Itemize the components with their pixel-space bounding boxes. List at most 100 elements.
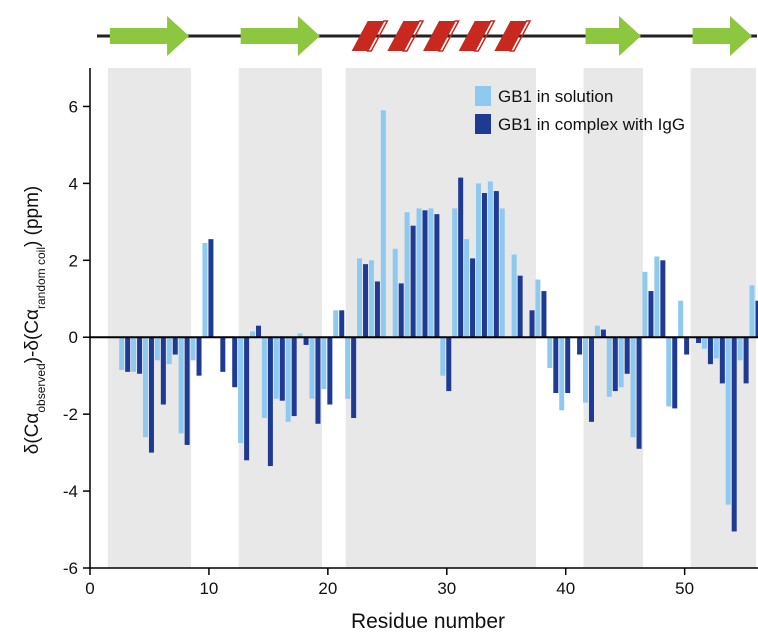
bar	[577, 337, 582, 354]
bar	[732, 337, 737, 531]
bar	[613, 337, 618, 391]
bar	[167, 337, 172, 364]
legend-swatch	[475, 114, 491, 134]
bar	[565, 337, 570, 393]
bar	[119, 337, 124, 370]
bar	[280, 337, 285, 400]
bar	[428, 208, 433, 337]
bar	[363, 264, 368, 337]
y-tick-label: -2	[63, 405, 78, 424]
bar	[417, 208, 422, 337]
bar	[708, 337, 713, 364]
bar	[535, 280, 540, 338]
bar	[434, 214, 439, 337]
bar	[666, 337, 671, 406]
bar	[339, 310, 344, 337]
y-label-part: )-δ(Cα	[22, 309, 43, 363]
bar	[601, 330, 606, 338]
bar	[631, 337, 636, 437]
bar	[268, 337, 273, 466]
bar	[500, 208, 505, 337]
bar	[393, 249, 398, 337]
bar	[512, 255, 517, 338]
bar	[179, 337, 184, 433]
bar	[256, 326, 261, 338]
bar	[357, 258, 362, 337]
bar	[327, 337, 332, 404]
helix-region	[346, 68, 536, 568]
bar	[202, 243, 207, 337]
bar	[197, 337, 202, 375]
y-label-part: observed	[34, 363, 48, 412]
bar	[470, 258, 475, 337]
bar	[482, 193, 487, 337]
strand-region	[239, 68, 322, 568]
legend-label: GB1 in complex with IgG	[498, 115, 685, 134]
bar	[423, 210, 428, 337]
bar	[589, 337, 594, 422]
x-tick-label: 0	[85, 579, 94, 598]
bar	[440, 337, 445, 375]
bar	[720, 337, 725, 383]
y-tick-label: 4	[69, 174, 78, 193]
bar	[238, 337, 243, 443]
y-label-part: random coil	[34, 247, 48, 309]
bar	[137, 337, 142, 374]
bar	[191, 337, 196, 360]
bar	[464, 239, 469, 337]
y-tick-label: -4	[63, 482, 78, 501]
bar	[738, 337, 743, 360]
bar	[714, 337, 719, 358]
bar	[315, 337, 320, 424]
bar	[476, 183, 481, 337]
bar	[750, 285, 755, 337]
bar	[619, 337, 624, 387]
bar	[488, 181, 493, 337]
bar	[595, 326, 600, 338]
x-tick-label: 40	[556, 579, 575, 598]
bar	[553, 337, 558, 393]
bar	[607, 337, 612, 397]
bar	[321, 337, 326, 389]
y-tick-label: 6	[69, 97, 78, 116]
bar	[333, 310, 338, 337]
bar	[161, 337, 166, 404]
bar	[637, 337, 642, 449]
bar	[411, 226, 416, 338]
strand-arrow	[693, 16, 752, 56]
bar	[654, 256, 659, 337]
bar	[726, 337, 731, 504]
bar	[446, 337, 451, 391]
strand-region	[584, 68, 643, 568]
y-label-part: ) (ppm)	[22, 186, 43, 247]
y-axis-label: δ(Cαobserved)-δ(Cαrandom coil) (ppm)	[22, 186, 48, 455]
bar	[399, 283, 404, 337]
bar	[244, 337, 249, 460]
bar	[143, 337, 148, 437]
x-tick-label: 50	[675, 579, 694, 598]
bar	[345, 337, 350, 399]
bar	[744, 337, 749, 383]
bar	[648, 291, 653, 337]
bar	[125, 337, 130, 372]
bar	[304, 337, 309, 345]
bar	[286, 337, 291, 422]
strand-arrow	[241, 16, 320, 56]
legend-swatch	[475, 86, 491, 106]
bar	[530, 310, 535, 337]
bar	[583, 337, 588, 402]
bar	[405, 212, 410, 337]
bar	[642, 272, 647, 337]
strand-region	[108, 68, 191, 568]
bar	[660, 260, 665, 337]
x-axis-label: Residue number	[351, 610, 505, 633]
bar	[208, 239, 213, 337]
bar	[458, 178, 463, 338]
y-tick-label: 2	[69, 251, 78, 270]
bar	[625, 337, 630, 374]
bar	[452, 208, 457, 337]
y-tick-label: -6	[63, 559, 78, 578]
y-tick-label: 0	[69, 328, 78, 347]
bar	[702, 337, 707, 349]
